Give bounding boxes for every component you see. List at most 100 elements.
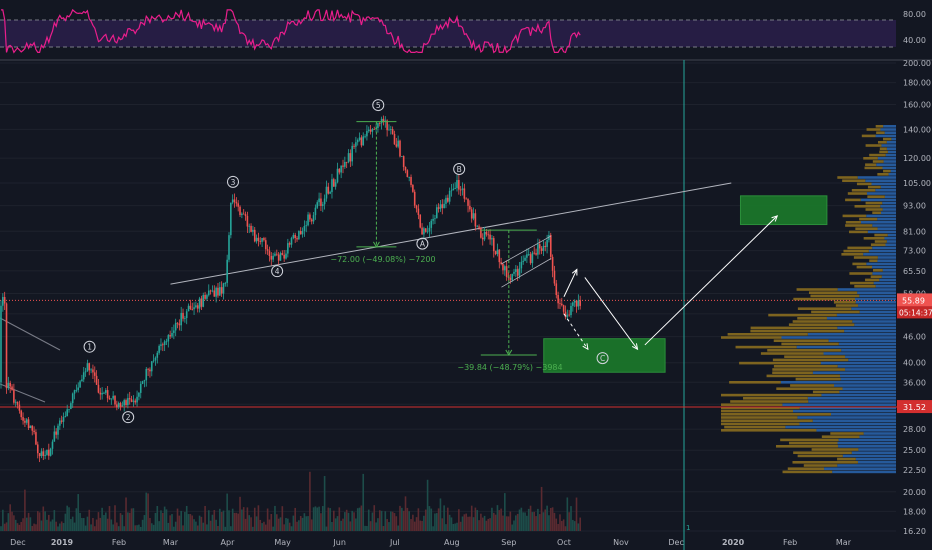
profile-bar-blue <box>812 371 896 374</box>
profile-bar-blue <box>866 262 896 266</box>
volume-bar <box>217 526 219 531</box>
profile-bar-gold <box>847 246 873 250</box>
profile-bar-blue <box>857 291 896 294</box>
volume-bar <box>395 516 398 531</box>
candle-body <box>42 451 45 456</box>
volume-bar <box>480 513 482 531</box>
volume-bar <box>349 521 352 531</box>
volume-bar <box>430 508 433 531</box>
profile-bar-blue <box>881 144 896 147</box>
volume-bar <box>529 505 532 531</box>
volume-bar <box>412 514 414 531</box>
profile-bar-blue <box>877 157 896 160</box>
time-tick-label: 2019 <box>51 538 74 547</box>
projection-arrow-down <box>584 277 638 350</box>
candle-body <box>314 207 317 216</box>
profile-bar-gold <box>856 265 873 269</box>
volume-bar <box>114 505 116 531</box>
candle-body <box>318 198 320 203</box>
volume-bar <box>237 513 239 531</box>
candle-body <box>274 253 276 256</box>
volume-bar <box>331 521 333 531</box>
candle-body <box>60 420 63 422</box>
rsi-tick-label: 80.00 <box>903 10 926 19</box>
candle-body <box>448 190 451 202</box>
candle-body <box>498 249 501 263</box>
candle-body <box>494 251 497 255</box>
channel-line-upper <box>501 235 552 265</box>
profile-bar-gold <box>772 368 846 371</box>
profile-bar-blue <box>820 361 896 365</box>
candle-body <box>301 230 304 235</box>
candle-body <box>417 208 420 215</box>
volume-bar <box>207 510 210 531</box>
volume-bar <box>329 508 331 531</box>
volume-bar <box>174 521 177 531</box>
candle-body <box>334 182 337 187</box>
volume-bar <box>553 512 556 531</box>
wave-labels: 1 2 3 4 5 A B C <box>83 99 609 424</box>
volume-bar <box>59 523 61 531</box>
wave-label-circle <box>271 265 284 278</box>
profile-bar-gold <box>797 317 827 320</box>
volume-bar <box>246 507 249 531</box>
volume-bar <box>134 525 137 531</box>
profile-bar-gold <box>865 278 880 282</box>
candle-body <box>437 207 440 209</box>
profile-bar-gold <box>788 323 855 326</box>
candle-body <box>112 395 114 399</box>
candle-body <box>366 130 368 137</box>
candle-body <box>241 213 243 215</box>
volume-bar <box>481 517 484 531</box>
time-axis[interactable]: Dec 2019 Feb Mar Apr May Jun Jul Aug Sep Oct Nov Dec… <box>10 538 852 547</box>
volume-bar <box>195 521 197 531</box>
candle-body <box>561 303 563 306</box>
profile-bar-blue <box>848 358 896 362</box>
volume-bar <box>413 521 416 531</box>
candle-body <box>575 300 578 307</box>
volume-bar <box>259 519 262 531</box>
candle-body <box>524 257 526 261</box>
volume-bar <box>470 505 473 531</box>
profile-bar-blue <box>797 416 896 419</box>
volume-bar <box>417 508 420 531</box>
profile-bar-gold <box>879 150 888 154</box>
candle-body <box>22 417 24 421</box>
candle-body <box>88 363 91 371</box>
candle-body <box>250 225 252 232</box>
candle-body <box>156 352 159 358</box>
profile-bar-gold <box>750 329 845 333</box>
volume-bar <box>20 521 23 531</box>
profile-bar-blue <box>883 160 896 163</box>
candle-body <box>174 322 177 331</box>
volume-bar <box>250 517 252 531</box>
volume-bar <box>364 525 366 531</box>
volume-bar <box>117 526 120 531</box>
candle-body <box>279 253 282 261</box>
profile-bar-gold <box>721 409 794 413</box>
candle-body <box>257 237 260 241</box>
time-tick-label: Feb <box>783 538 797 547</box>
price-axis[interactable]: 200.00 180.00 160.00 140.00 120.00 105.00 93.0… <box>897 59 932 536</box>
volume-bar <box>386 519 388 531</box>
volume-bar <box>342 518 344 531</box>
candle-body <box>219 287 221 296</box>
volume-bar <box>145 492 148 531</box>
candle-body <box>568 314 570 316</box>
candle-body <box>430 220 433 228</box>
profile-bar-gold <box>843 249 869 253</box>
volume-bar <box>51 519 54 531</box>
profile-bar-blue <box>832 470 896 474</box>
candle-body <box>496 249 499 255</box>
volume-bar <box>568 512 570 531</box>
volume-bar <box>3 523 6 531</box>
volume-bar <box>456 522 458 531</box>
candle-body <box>338 168 341 173</box>
measurements: −72.00 (−49.08%) −7200 −39.84 (−48.79%) −… <box>330 121 563 372</box>
profile-bar-blue <box>890 169 896 173</box>
time-tick-label: Feb <box>112 538 126 547</box>
profile-bar-gold <box>808 291 858 294</box>
profile-bar-gold <box>812 390 840 394</box>
profile-bar-gold <box>782 470 833 474</box>
